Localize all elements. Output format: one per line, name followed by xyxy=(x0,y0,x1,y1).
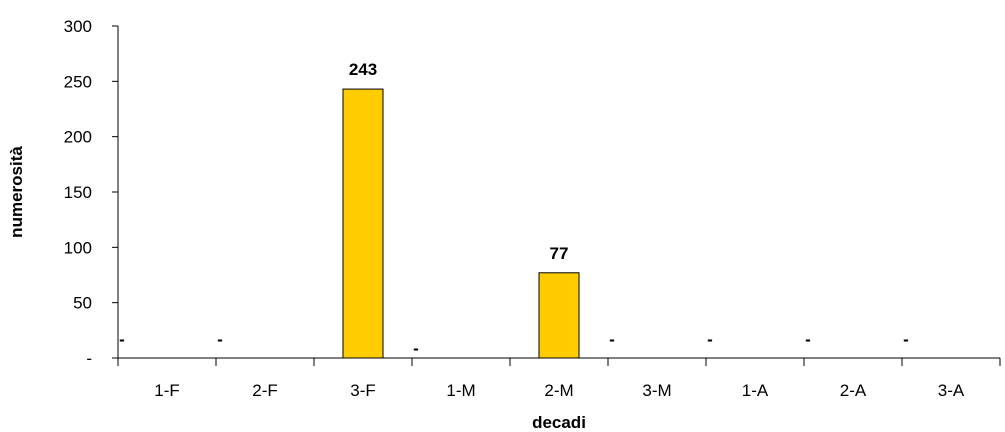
x-tick-label: 2-F xyxy=(252,381,278,400)
x-tick-label: 3-A xyxy=(938,381,965,400)
data-label-2-M: 77 xyxy=(550,244,569,263)
data-label-1-M: - xyxy=(413,339,419,358)
y-axis: - 50 100 150 200 250 300 xyxy=(64,17,119,368)
x-tick-label: 2-M xyxy=(544,381,573,400)
x-tick-label: 3-M xyxy=(642,381,671,400)
y-tick-label: - xyxy=(86,349,92,368)
x-axis-title: decadi xyxy=(532,413,586,432)
data-labels: - - 243 - 77 - - - - xyxy=(119,60,909,358)
data-label-2-F: - xyxy=(217,330,223,349)
x-tick-label: 2-A xyxy=(840,381,867,400)
data-label-3-M: - xyxy=(609,330,615,349)
x-tick-label: 1-A xyxy=(742,381,769,400)
bar-2-M xyxy=(538,272,580,359)
data-label-3-F: 243 xyxy=(349,60,377,79)
y-tick-label: 100 xyxy=(64,238,92,257)
y-tick-label: 300 xyxy=(64,17,92,36)
data-label-3-A: - xyxy=(903,330,909,349)
y-tick-label: 200 xyxy=(64,128,92,147)
x-tick-label: 1-F xyxy=(154,381,180,400)
data-label-2-A: - xyxy=(805,330,811,349)
y-axis-title: numerosità xyxy=(7,146,26,238)
y-tick-label: 250 xyxy=(64,72,92,91)
y-tick-label: 50 xyxy=(73,294,92,313)
x-axis: 1-F 2-F 3-F 1-M 2-M 3-M 1-A 2-A 3-A xyxy=(117,357,1001,400)
x-tick-label: 3-F xyxy=(350,381,376,400)
y-tick-label: 150 xyxy=(64,183,92,202)
bar-3-F xyxy=(342,88,384,359)
data-label-1-A: - xyxy=(707,330,713,349)
data-label-1-F: - xyxy=(119,330,125,349)
bars xyxy=(342,88,580,359)
x-tick-label: 1-M xyxy=(446,381,475,400)
